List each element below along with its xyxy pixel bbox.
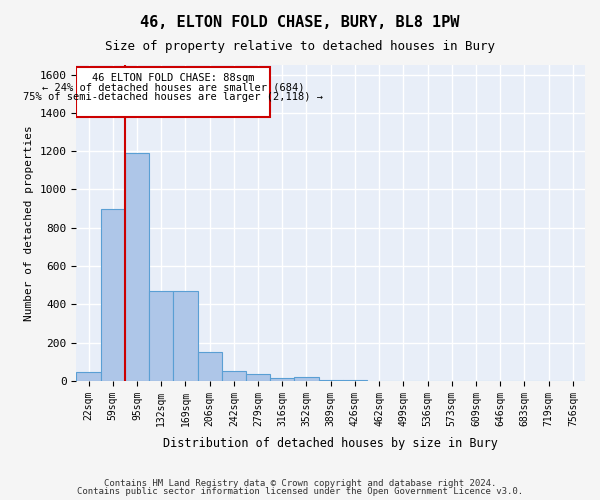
Bar: [125, 153, 149, 381]
Bar: [149, 291, 173, 381]
Bar: [319, 380, 343, 381]
Bar: [197, 352, 222, 381]
FancyBboxPatch shape: [76, 67, 270, 116]
Text: 46 ELTON FOLD CHASE: 88sqm: 46 ELTON FOLD CHASE: 88sqm: [92, 72, 254, 83]
Text: Contains HM Land Registry data © Crown copyright and database right 2024.: Contains HM Land Registry data © Crown c…: [104, 478, 496, 488]
Bar: [101, 208, 125, 381]
Bar: [222, 372, 246, 381]
Text: Contains public sector information licensed under the Open Government Licence v3: Contains public sector information licen…: [77, 487, 523, 496]
X-axis label: Distribution of detached houses by size in Bury: Distribution of detached houses by size …: [163, 437, 498, 450]
Bar: [270, 378, 295, 381]
Text: Size of property relative to detached houses in Bury: Size of property relative to detached ho…: [105, 40, 495, 53]
Bar: [76, 372, 101, 381]
Text: 75% of semi-detached houses are larger (2,118) →: 75% of semi-detached houses are larger (…: [23, 92, 323, 102]
Bar: [173, 291, 197, 381]
Y-axis label: Number of detached properties: Number of detached properties: [24, 125, 34, 321]
Bar: [246, 374, 270, 381]
Text: 46, ELTON FOLD CHASE, BURY, BL8 1PW: 46, ELTON FOLD CHASE, BURY, BL8 1PW: [140, 15, 460, 30]
Bar: [343, 380, 367, 381]
Bar: [295, 377, 319, 381]
Text: ← 24% of detached houses are smaller (684): ← 24% of detached houses are smaller (68…: [42, 82, 305, 92]
